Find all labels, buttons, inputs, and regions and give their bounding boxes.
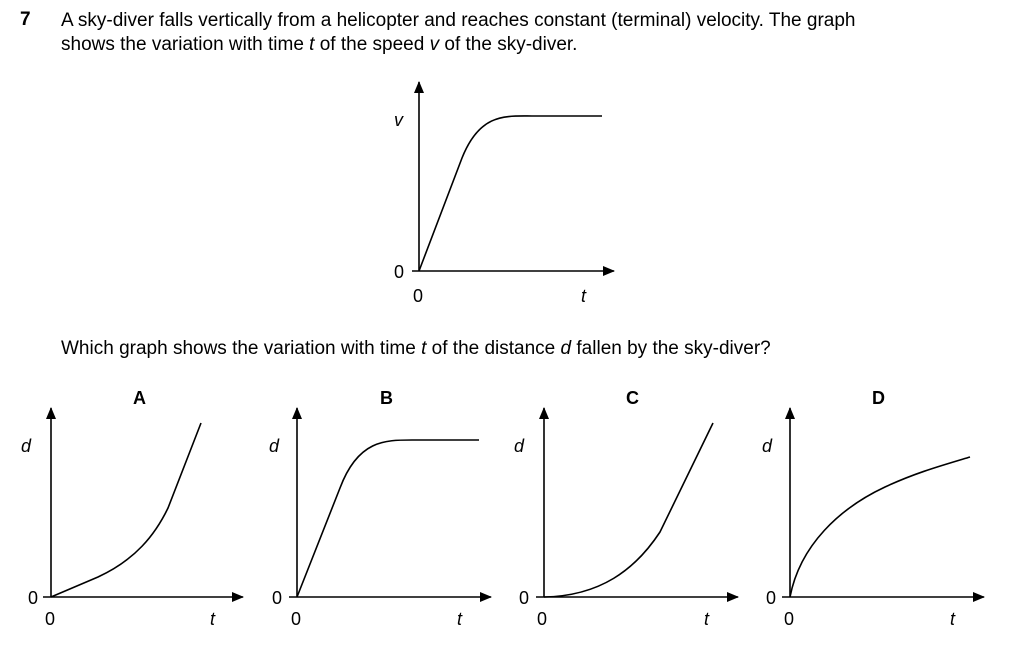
main-x-label: t [581, 286, 587, 306]
question-stem: A sky-diver falls vertically from a heli… [61, 9, 1011, 57]
option-d-origin-y-label: 0 [766, 588, 776, 608]
stem-line-2: shows the variation with time t of the s… [61, 34, 578, 55]
option-c-y-label: d [514, 436, 525, 456]
question-prompt: Which graph shows the variation with tim… [61, 338, 771, 359]
option-c-origin-x-label: 0 [537, 609, 547, 629]
main-origin-x-label: 0 [413, 286, 423, 306]
option-a-letter: A [133, 388, 146, 408]
option-b-x-label: t [457, 609, 463, 629]
option-a-origin-x-label: 0 [45, 609, 55, 629]
option-c-graph: C d 0 0 t [514, 388, 739, 629]
option-d-origin-x-label: 0 [784, 609, 794, 629]
option-b-curve [296, 439, 479, 598]
option-b-letter: B [380, 388, 393, 408]
option-a-origin-y-label: 0 [28, 588, 38, 608]
option-a-y-label: d [21, 436, 32, 456]
speed-time-graph: v 0 0 t [394, 81, 615, 306]
option-d-y-label: d [762, 436, 773, 456]
option-b-origin-x-label: 0 [291, 609, 301, 629]
option-d-curve [789, 456, 971, 598]
main-velocity-curve [418, 115, 602, 272]
main-origin-y-label: 0 [394, 262, 404, 282]
option-d-graph: D d 0 0 t [762, 388, 985, 629]
option-c-origin-y-label: 0 [519, 588, 529, 608]
question-number: 7 [20, 9, 31, 30]
option-b-origin-y-label: 0 [272, 588, 282, 608]
option-b-graph: B d 0 0 t [269, 388, 492, 629]
option-a-graph: A d 0 0 t [21, 388, 244, 629]
stem-line-1: A sky-diver falls vertically from a heli… [61, 10, 856, 31]
main-y-label: v [394, 110, 404, 130]
option-c-curve [543, 422, 714, 598]
option-a-x-label: t [210, 609, 216, 629]
option-d-letter: D [872, 388, 885, 408]
option-b-y-label: d [269, 436, 280, 456]
option-d-x-label: t [950, 609, 956, 629]
option-c-letter: C [626, 388, 639, 408]
option-c-x-label: t [704, 609, 710, 629]
option-a-curve [50, 422, 202, 598]
